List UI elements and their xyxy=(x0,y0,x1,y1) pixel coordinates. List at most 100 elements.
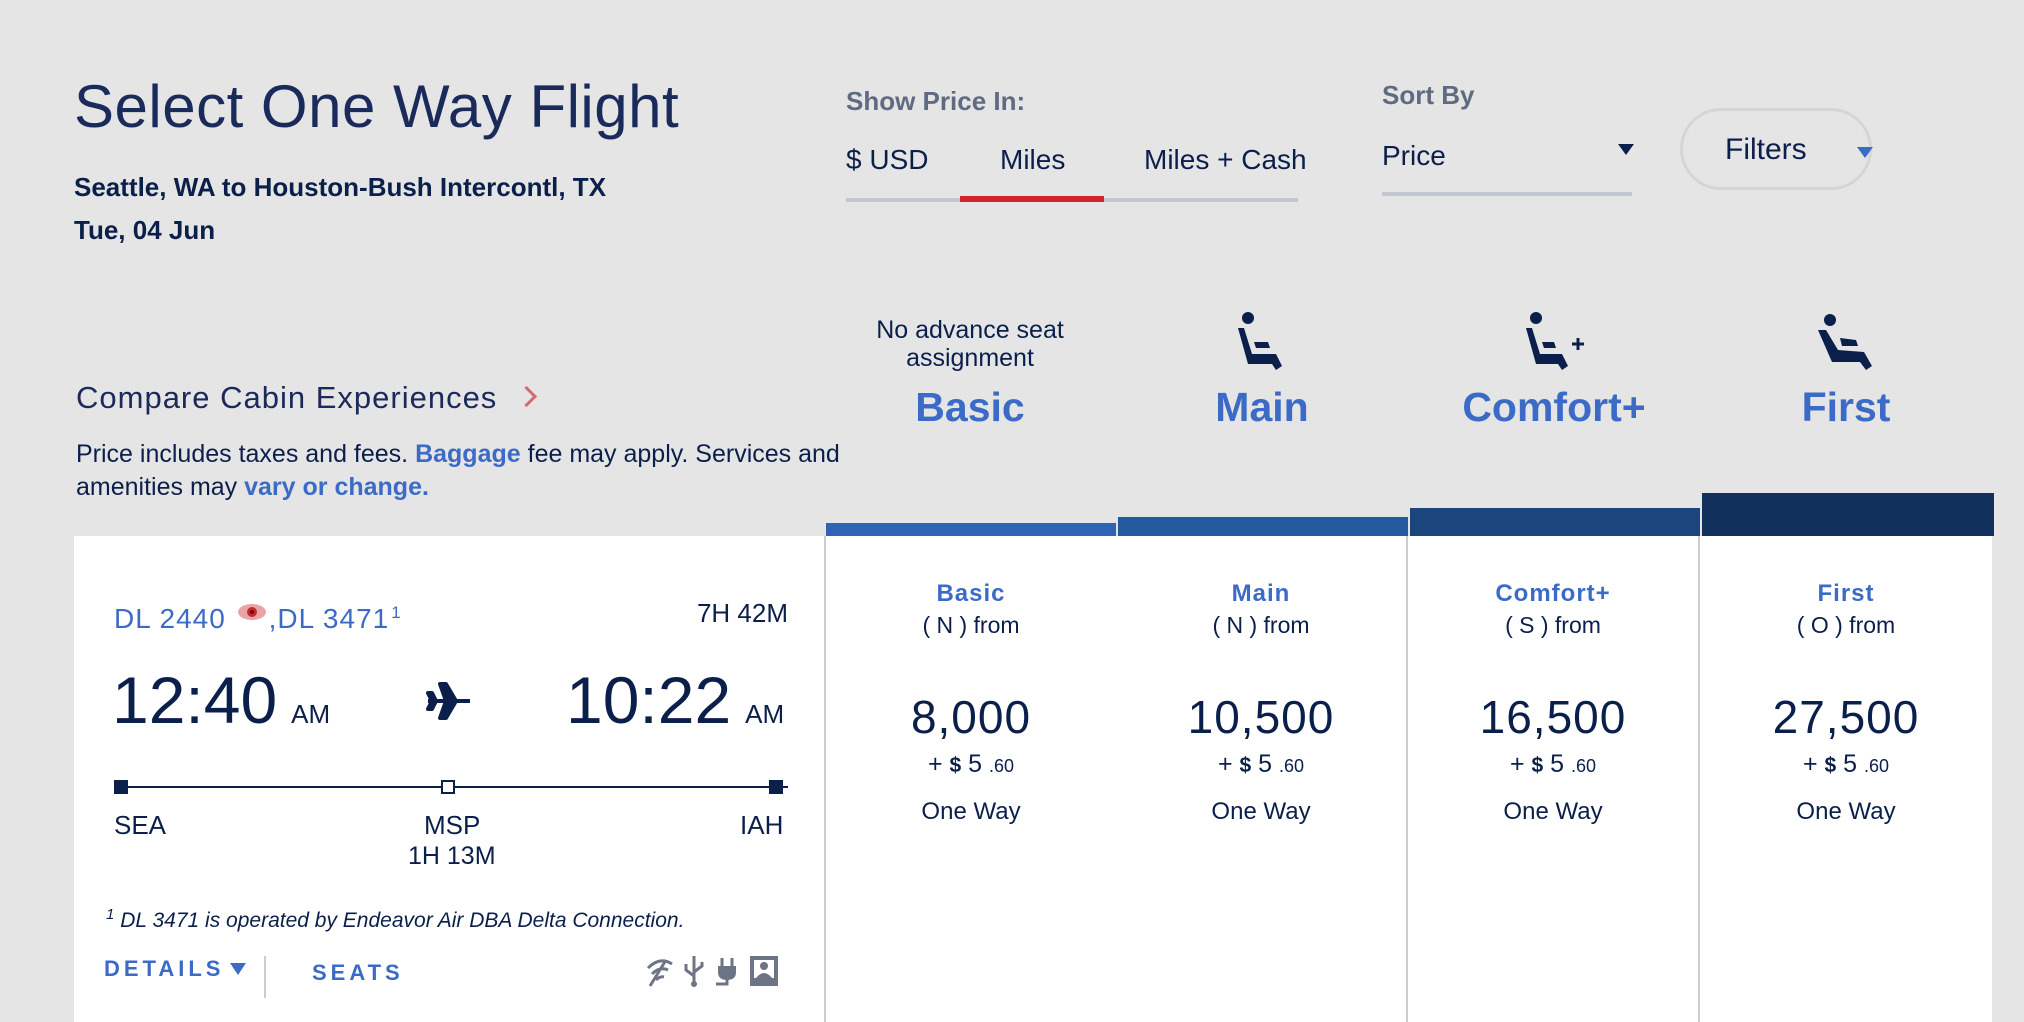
cabin-name: First xyxy=(1801,384,1891,430)
sort-value: Price xyxy=(1382,140,1446,171)
cash-cents: .60 xyxy=(1864,756,1890,776)
eye-icon[interactable] xyxy=(237,602,267,622)
seat-plus-icon xyxy=(1526,312,1584,370)
entertainment-icon xyxy=(750,956,778,986)
fare-miles: 27,500 xyxy=(1772,691,1920,743)
fare-cash: + $ 5 .60 xyxy=(1700,750,1992,779)
fare-miles: 16,500 xyxy=(1479,691,1627,743)
currency-symbol: $ xyxy=(1824,754,1837,777)
cabin-note: No advance seat assignment xyxy=(876,316,1064,372)
fare-code: ( S ) from xyxy=(1505,612,1601,638)
operated-by-text: DL 3471 is operated by Endeavor Air DBA … xyxy=(120,909,685,932)
vary-or-change-link[interactable]: vary or change. xyxy=(244,473,429,501)
cabin-name: Main xyxy=(1215,384,1309,430)
seat-icon xyxy=(1238,312,1282,370)
active-tab-indicator xyxy=(960,196,1104,202)
cash-dollars: 5 xyxy=(968,750,983,778)
trip-type: One Way xyxy=(921,798,1021,825)
price-tabs: $ USD Miles Miles + Cash xyxy=(846,140,1307,202)
fare-name: Main xyxy=(1231,580,1291,607)
tab-miles[interactable]: Miles xyxy=(1000,144,1066,175)
plus-sign: + xyxy=(1217,750,1233,778)
layover-duration: 1H 13M xyxy=(408,842,496,870)
cash-dollars: 5 xyxy=(1258,750,1273,778)
chevron-down-icon xyxy=(230,963,247,975)
flight-numbers: DL 2440 ,DL 3471 1 xyxy=(114,602,402,635)
compare-label: Compare Cabin Experiences xyxy=(76,380,498,415)
fare-name: Comfort+ xyxy=(1495,580,1611,607)
fare-comfort-plus[interactable]: Comfort+ ( S ) from 16,500 + $ 5 .60 One… xyxy=(1408,536,1700,1022)
origin-airport: SEA xyxy=(114,810,167,840)
note-text-1: Price includes taxes and fees. xyxy=(76,440,416,468)
fare-cash: + $ 5 .60 xyxy=(826,750,1116,779)
sort-select[interactable]: Price xyxy=(1382,134,1634,196)
trip-type: One Way xyxy=(1211,798,1311,825)
chevron-down-icon xyxy=(1857,147,1873,158)
footnote-mark: 1 xyxy=(391,602,402,622)
details-toggle[interactable]: DETAILS xyxy=(104,956,247,982)
flight-number-1[interactable]: DL 2440 xyxy=(114,603,226,634)
fare-miles: 10,500 xyxy=(1187,691,1335,743)
departure-time: 12:40 AM xyxy=(112,662,330,738)
cabin-bar-basic xyxy=(826,523,1116,536)
page-title: Select One Way Flight xyxy=(74,73,680,140)
stop-airport: MSP xyxy=(424,810,481,840)
power-icon xyxy=(716,958,736,986)
stop-node xyxy=(441,780,455,794)
show-price-label: Show Price In: xyxy=(846,86,1026,116)
plus-sign: + xyxy=(1509,750,1525,778)
operated-by-note: 1 DL 3471 is operated by Endeavor Air DB… xyxy=(104,906,684,933)
note-text-2: fee may apply. Services and amenities ma… xyxy=(76,440,840,501)
plus-sign: + xyxy=(1802,750,1818,778)
flight-card: DL 2440 ,DL 3471 1 7H 42M 12:40 AM 10:22 AM… xyxy=(74,536,826,1022)
flight-number-2[interactable]: ,DL 3471 xyxy=(268,603,390,634)
destination-airport: IAH xyxy=(740,810,784,840)
destination-node xyxy=(769,780,783,794)
baggage-link[interactable]: Baggage xyxy=(415,440,521,468)
departure-clock: 12:40 xyxy=(112,663,278,737)
currency-symbol: $ xyxy=(949,754,962,777)
cabin-name: Comfort+ xyxy=(1462,384,1646,430)
fare-name: First xyxy=(1817,580,1875,607)
cash-dollars: 5 xyxy=(1550,750,1565,778)
fare-basic[interactable]: Basic ( N ) from 8,000 + $ 5 .60 One Way xyxy=(824,536,1118,1022)
usb-icon xyxy=(684,956,704,987)
fare-miles: 8,000 xyxy=(910,691,1032,743)
fare-main[interactable]: Main ( N ) from 10,500 + $ 5 .60 One Way xyxy=(1116,536,1408,1022)
airplane-icon xyxy=(426,682,470,720)
filters-button[interactable]: Filters xyxy=(1680,108,1873,190)
tab-miles-cash[interactable]: Miles + Cash xyxy=(1144,144,1307,175)
fare-code: ( O ) from xyxy=(1796,612,1896,638)
cash-cents: .60 xyxy=(1571,756,1597,776)
price-note: Price includes taxes and fees. Baggage f… xyxy=(76,438,856,504)
currency-symbol: $ xyxy=(1531,754,1544,777)
cabin-name: Basic xyxy=(915,384,1025,430)
details-label: DETAILS xyxy=(104,956,225,981)
plus-sign: + xyxy=(927,750,943,778)
seat-recline-icon xyxy=(1818,314,1872,370)
seats-link[interactable]: SEATS xyxy=(312,960,404,985)
cabin-bar-main xyxy=(1118,517,1408,536)
cash-dollars: 5 xyxy=(1843,750,1858,778)
divider xyxy=(264,956,266,998)
cabin-bar-comfort-plus xyxy=(1410,508,1700,536)
footnote-mark: 1 xyxy=(106,906,115,923)
trip-type: One Way xyxy=(1503,798,1603,825)
fare-name: Basic xyxy=(936,580,1006,607)
cash-cents: .60 xyxy=(1279,756,1305,776)
chevron-right-icon xyxy=(516,385,538,408)
departure-ampm: AM xyxy=(291,699,331,729)
trip-type: One Way xyxy=(1796,798,1896,825)
compare-cabins-link[interactable]: Compare Cabin Experiences xyxy=(76,380,538,416)
arrival-time: 10:22 AM xyxy=(566,662,784,738)
route-text: Seattle, WA to Houston-Bush Intercontl, … xyxy=(74,172,607,202)
fare-cash: + $ 5 .60 xyxy=(1116,750,1406,779)
travel-date: Tue, 04 Jun xyxy=(74,215,216,245)
arrival-clock: 10:22 xyxy=(566,663,732,737)
fare-first[interactable]: First ( O ) from 27,500 + $ 5 .60 One Wa… xyxy=(1700,536,1992,1022)
sort-label: Sort By xyxy=(1382,80,1475,110)
cabin-bar-first xyxy=(1702,493,1994,536)
tab-usd[interactable]: $ USD xyxy=(846,144,929,175)
chevron-down-icon xyxy=(1618,144,1634,155)
origin-node xyxy=(114,780,128,794)
